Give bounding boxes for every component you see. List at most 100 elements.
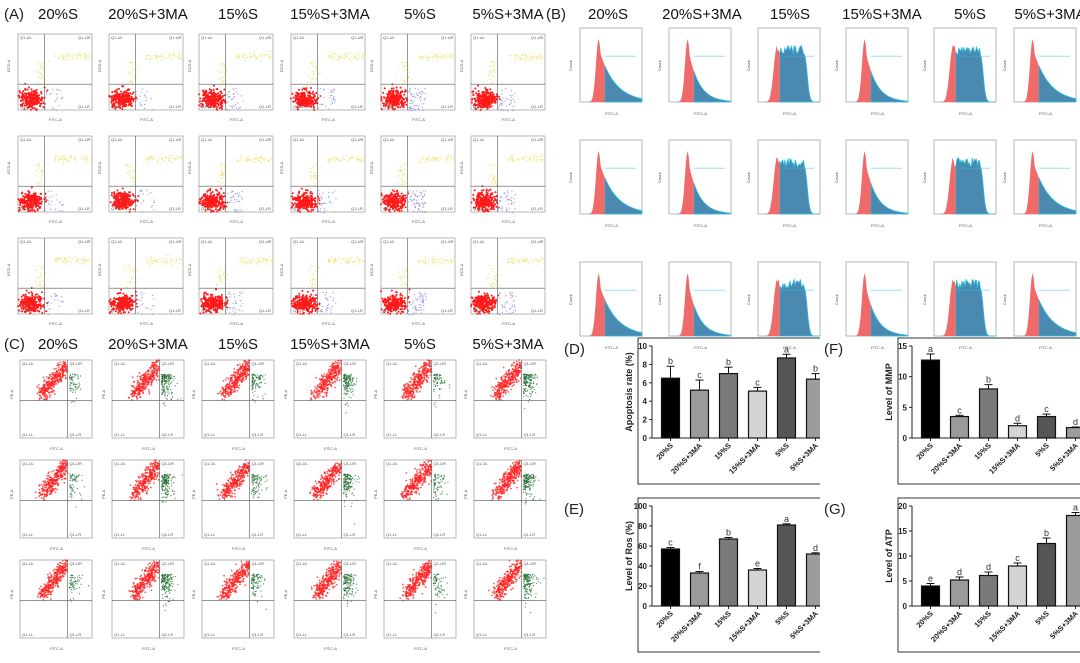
quadrant-label-ll: Q1-LL: [22, 432, 34, 437]
y-axis-label: PE-A: [373, 589, 378, 599]
y-axis-label: PE-A: [463, 389, 468, 399]
y-axis-label: Count: [568, 293, 573, 305]
bar: [980, 576, 998, 607]
quadrant-label-ll: Q1-LL: [293, 308, 305, 313]
y-axis-label: ECD-A: [459, 59, 464, 72]
x-tick-label: 15%S+3MA: [727, 609, 762, 644]
significance-letter: b: [813, 364, 818, 374]
quadrant-label-ur: Q1-UR: [252, 361, 265, 366]
y-axis-label: Count: [657, 293, 662, 305]
quadrant-label-ul: Q1-UL: [111, 137, 124, 142]
x-axis-label: FITC-A: [322, 219, 335, 224]
quadrant-label-ul: Q1-UL: [20, 239, 33, 244]
bar: [1009, 426, 1027, 438]
y-axis-label: Apoptosis rate (%): [624, 352, 634, 432]
y-axis-label: PE-A: [191, 489, 196, 499]
x-axis-label: FITC-A: [232, 446, 245, 451]
bar: [980, 389, 998, 438]
significance-letter: c: [697, 370, 702, 380]
quadrant-label-ul: Q1-UL: [473, 239, 486, 244]
x-tick-label: 5%S+3MA: [1048, 609, 1080, 641]
x-axis-label: FITC-A: [50, 446, 63, 451]
quadrant-label-ll: Q1-LL: [20, 206, 32, 211]
y-axis-label: ECD-A: [97, 161, 102, 174]
quadrant-label-lr: Q1-LR: [70, 532, 82, 537]
quadrant-label-ul: Q1-UL: [204, 361, 217, 366]
quadrant-label-lr: Q1-LR: [441, 104, 453, 109]
quadrant-label-ul: Q1-UL: [476, 561, 489, 566]
y-axis-label: Count: [834, 59, 839, 71]
bar: [778, 525, 796, 606]
significance-letter: b: [726, 528, 731, 538]
chart-panel-label: (G): [824, 501, 846, 518]
panel-label-c: (C): [4, 336, 25, 353]
y-axis-label: Count: [568, 59, 573, 71]
y-axis-label: PE-A: [191, 389, 196, 399]
y-axis-label: ECD-A: [459, 263, 464, 276]
quadrant-label-ul: Q1-UL: [473, 35, 486, 40]
significance-letter: e: [928, 574, 933, 584]
bar: [951, 417, 969, 438]
quadrant-label-ll: Q1-LL: [111, 308, 123, 313]
y-tick-label: 20: [898, 502, 907, 511]
x-axis-label: FITC-A: [414, 446, 427, 451]
quadrant-label-ul: Q1-UL: [473, 137, 486, 142]
c-group-title: 15%S+3MA: [290, 336, 370, 353]
quadrant-label-ul: Q1-UL: [383, 35, 396, 40]
y-axis-label: PE-A: [463, 589, 468, 599]
significance-letter: c: [957, 405, 962, 415]
quadrant-label-lr: Q1-LR: [162, 432, 174, 437]
quadrant-label-lr: Q1-LR: [78, 206, 90, 211]
c-group-title: 5%S+3MA: [472, 336, 543, 353]
quadrant-label-ur: Q1-UR: [78, 35, 91, 40]
significance-letter: d: [1073, 417, 1078, 427]
quadrant-label-lr: Q1-LR: [169, 308, 181, 313]
x-axis-label: FITC-A: [49, 321, 62, 326]
x-tick-label: 15%S: [712, 441, 733, 462]
significance-letter: c: [755, 377, 760, 387]
significance-letter: b: [1044, 528, 1049, 538]
x-tick-label: 15%S+3MA: [987, 441, 1022, 476]
y-tick-label: 15: [898, 342, 907, 351]
x-axis-label: FITC-A: [232, 646, 245, 651]
y-axis-label: Count: [657, 171, 662, 183]
y-axis-label: ECD-A: [6, 161, 11, 174]
x-axis-label: FITC-A: [694, 111, 707, 116]
y-axis-label: PE-A: [283, 489, 288, 499]
quadrant-label-lr: Q1-LR: [344, 432, 356, 437]
bar: [720, 374, 738, 438]
quadrant-label-lr: Q1-LR: [252, 532, 264, 537]
x-tick-label: 5%S+3MA: [1048, 441, 1080, 473]
y-tick-label: 0: [643, 602, 648, 611]
a-group-title: 15%S: [218, 6, 258, 23]
x-axis-label: FITC-A: [504, 646, 517, 651]
quadrant-label-ul: Q1-UL: [201, 137, 214, 142]
quadrant-label-lr: Q1-LR: [162, 532, 174, 537]
quadrant-label-ll: Q1-LL: [476, 632, 488, 637]
y-axis-label: Count: [922, 293, 927, 305]
quadrant-label-ll: Q1-LL: [476, 532, 488, 537]
quadrant-label-ur: Q1-UR: [169, 35, 182, 40]
quadrant-label-ur: Q1-UR: [70, 561, 83, 566]
quadrant-label-lr: Q1-LR: [252, 432, 264, 437]
quadrant-label-lr: Q1-LR: [351, 104, 363, 109]
quadrant-label-ll: Q1-LL: [204, 532, 216, 537]
x-axis-label: FITC-A: [412, 117, 425, 122]
y-axis-label: ECD-A: [187, 161, 192, 174]
